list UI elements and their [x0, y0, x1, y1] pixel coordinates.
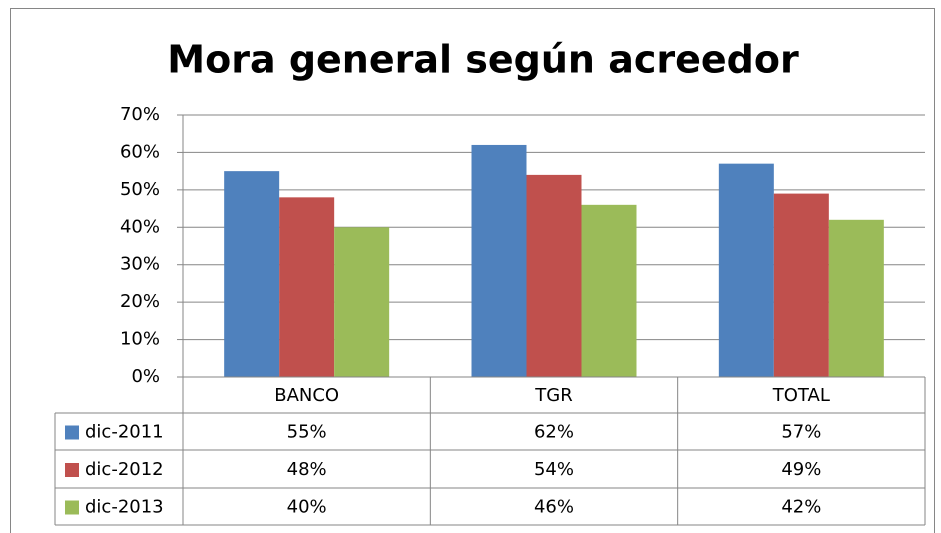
data-label: 40%	[287, 497, 327, 518]
y-tick-label: 0%	[131, 366, 160, 387]
bar	[334, 227, 390, 377]
y-tick-label: 30%	[120, 254, 160, 275]
chart-border	[10, 8, 935, 533]
chart-title: Mora general según acreedor	[167, 38, 799, 82]
bar	[773, 193, 829, 377]
legend-label: dic-2012	[85, 459, 164, 480]
bar	[471, 144, 527, 377]
bar	[279, 197, 335, 377]
bar	[718, 163, 774, 377]
bar	[581, 204, 637, 377]
data-label: 54%	[534, 459, 574, 480]
data-label: 57%	[781, 422, 821, 443]
bar	[828, 219, 884, 377]
bar	[224, 171, 280, 377]
y-tick-label: 70%	[120, 104, 160, 125]
legend-label: dic-2013	[85, 497, 164, 518]
bar	[526, 174, 582, 377]
legend-key	[65, 425, 79, 440]
x-tick-label: TGR	[534, 385, 572, 406]
y-tick-label: 40%	[120, 216, 160, 237]
legend-key	[65, 500, 79, 515]
data-label: 49%	[781, 459, 821, 480]
y-tick-label: 20%	[120, 291, 160, 312]
y-tick-label: 50%	[120, 179, 160, 200]
data-label: 55%	[287, 422, 327, 443]
y-tick-label: 10%	[120, 329, 160, 350]
data-label: 42%	[781, 497, 821, 518]
y-tick-label: 60%	[120, 141, 160, 162]
data-label: 48%	[287, 459, 327, 480]
legend-label: dic-2011	[85, 422, 164, 443]
x-tick-label: TOTAL	[772, 385, 830, 406]
data-label: 62%	[534, 422, 574, 443]
x-tick-label: BANCO	[274, 385, 339, 406]
data-label: 46%	[534, 497, 574, 518]
legend-key	[65, 463, 79, 477]
